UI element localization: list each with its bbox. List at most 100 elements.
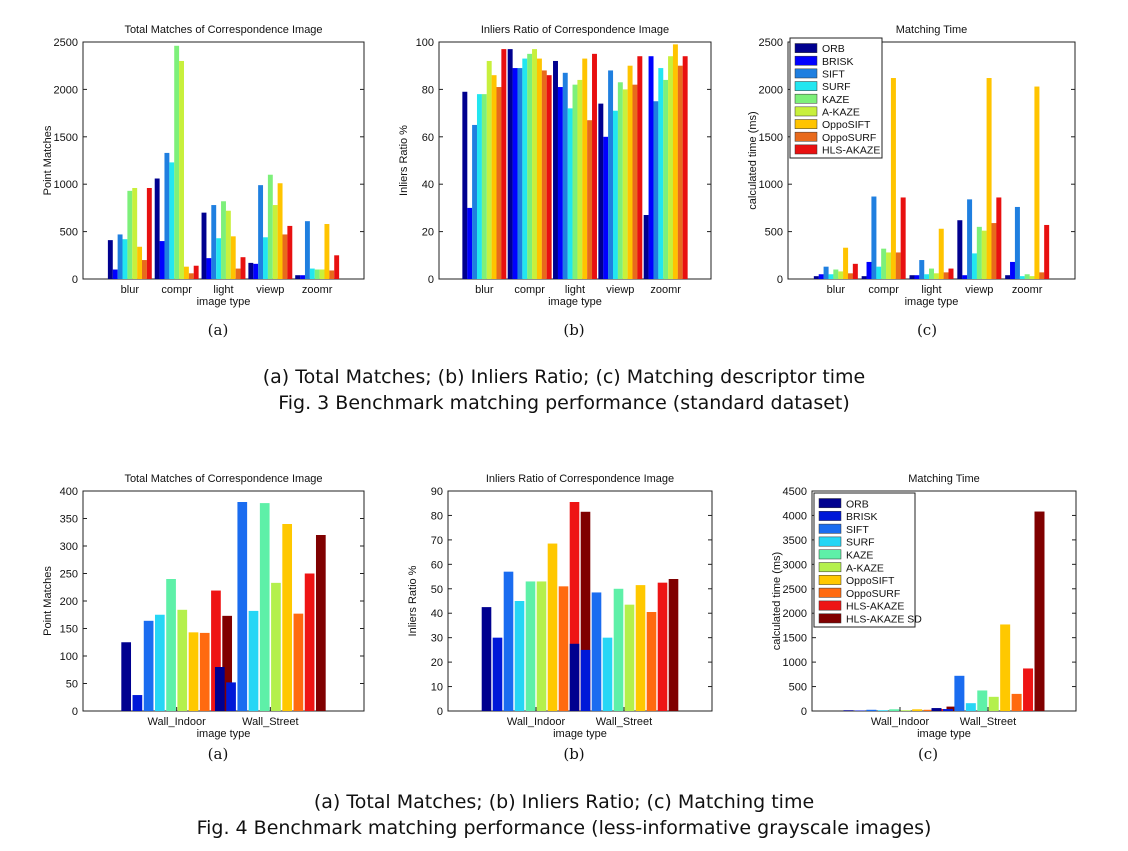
- f3b-bar-opposurf-compr: [541, 70, 547, 279]
- f3b-bar-sift-blur: [472, 124, 478, 279]
- f3c-bar-orb-zoomr: [1005, 275, 1011, 279]
- f3a-xlabel: image type: [197, 296, 251, 308]
- f4c-ytick-label: 2000: [783, 608, 807, 620]
- f3c-bar-opposurf-zoomr: [1039, 272, 1045, 279]
- f3b-xtick-label: zoomr: [650, 284, 681, 296]
- f3c-ytick-label: 1000: [759, 179, 783, 191]
- f3c-legend-label-opposift: OppoSIFT: [822, 119, 871, 131]
- f3b-bar-hls-akaze-blur: [501, 49, 507, 279]
- f4c-legend-label-surf: SURF: [846, 537, 875, 549]
- f3b-bar-brisk-zoomr: [648, 56, 654, 279]
- f3c-bar-brisk-compr: [866, 261, 872, 279]
- f3b-ylabel: Inliers Ratio %: [398, 125, 410, 196]
- f3a-bar-opposift-compr: [183, 266, 189, 279]
- f4c-bar-surf-wall_street: [965, 703, 976, 711]
- f3a-bar-orb-viewp: [248, 262, 254, 279]
- f3c-bar-a-kaze-zoomr: [1029, 276, 1035, 279]
- f4c-legend-swatch-brisk: [818, 511, 842, 521]
- f4b-bar-orb-wall_indoor: [481, 607, 492, 711]
- f4b-xlabel: image type: [553, 728, 607, 740]
- f4c-legend-swatch-opposurf: [818, 587, 842, 598]
- fig4-caption-line2: Fig. 4 Benchmark matching performance (l…: [196, 817, 932, 839]
- f3b-ytick-label: 20: [422, 227, 434, 239]
- f3c-xtick-label: zoomr: [1012, 284, 1043, 296]
- f3a-bar-surf-zoomr: [309, 268, 315, 279]
- f3c-legend-swatch-opposift: [794, 119, 818, 129]
- f4c-bar-hls-akaze-sd-wall_indoor: [946, 706, 957, 711]
- f4c-legend-label-orb: ORB: [846, 498, 869, 510]
- f3b-ytick-label: 40: [422, 179, 434, 191]
- f3c-legend-label-sift: SIFT: [822, 69, 845, 81]
- fig3-caption-line2: Fig. 3 Benchmark matching performance (s…: [278, 392, 850, 414]
- f4c-legend-label-hls-akaze: HLS-AKAZE: [846, 601, 904, 613]
- f4c-ytick-label: 1000: [783, 657, 807, 669]
- f3a-xtick-label: zoomr: [302, 284, 333, 296]
- f4c-bar-sift-wall_street: [954, 675, 965, 711]
- f3a-xtick-label: blur: [121, 284, 140, 296]
- f4a-title: Total Matches of Correspondence Image: [124, 473, 322, 485]
- f4b-bar-surf-wall_indoor: [514, 601, 525, 711]
- f4b-bar-brisk-wall_street: [580, 649, 591, 711]
- f3b-ytick-label: 0: [428, 274, 434, 286]
- f4c-xtick-label: Wall_Street: [960, 716, 1016, 728]
- f3a-bar-sift-viewp: [258, 185, 264, 279]
- f3b-bar-a-kaze-compr: [532, 49, 538, 279]
- f3a-bar-hls-akaze-light: [240, 257, 246, 279]
- f4c-legend-swatch-hls-akaze-sd: [818, 613, 842, 624]
- f4c-legend-swatch-sift: [818, 523, 842, 534]
- f3b-bar-orb-zoomr: [643, 215, 649, 279]
- f4a-bar-orb-wall_street: [214, 667, 225, 711]
- f3a-bar-opposurf-viewp: [282, 234, 288, 279]
- f4c-ytick-label: 2500: [783, 584, 807, 596]
- f3b-bar-hls-akaze-compr: [546, 75, 552, 280]
- f4b-bar-brisk-wall_indoor: [492, 637, 503, 711]
- f4a-ylabel: Point Matches: [42, 566, 54, 636]
- f3b-xtick-label: compr: [514, 284, 545, 296]
- f4c-ytick-label: 3000: [783, 559, 807, 571]
- f3c-bar-opposurf-compr: [895, 252, 901, 279]
- f3c-ytick-label: 500: [765, 227, 783, 239]
- f3b-bar-sift-light: [562, 72, 568, 279]
- f4a-bar-opposift-wall_indoor: [188, 632, 199, 711]
- f3c-bar-orb-light: [909, 275, 915, 279]
- f4c-bar-hls-akaze-wall_street: [1023, 668, 1034, 711]
- f4c-bar-brisk-wall_indoor: [854, 710, 865, 712]
- f4a-xtick-label: Wall_Street: [242, 716, 298, 728]
- f3c-bar-brisk-zoomr: [1010, 261, 1016, 279]
- f3b-ytick-label: 60: [422, 132, 434, 144]
- f3a-bar-sift-blur: [117, 234, 123, 279]
- f4a-bar-surf-wall_indoor: [154, 614, 165, 711]
- f3b-ytick-label: 80: [422, 84, 434, 96]
- f4c-ytick-label: 4500: [783, 486, 807, 498]
- f3b-bar-surf-zoomr: [658, 68, 664, 279]
- f3c-bar-brisk-light: [914, 275, 920, 279]
- f3c-bar-kaze-viewp: [976, 226, 982, 279]
- f4c-legend-swatch-hls-akaze: [818, 600, 842, 611]
- f3b-bar-kaze-viewp: [617, 82, 623, 279]
- f3a-bar-hls-akaze-compr: [193, 265, 199, 279]
- f3b-bar-a-kaze-viewp: [622, 89, 628, 280]
- f3c-ytick-label: 2000: [759, 84, 783, 96]
- f4c-bar-opposift-wall_indoor: [912, 709, 923, 711]
- f3c-legend-swatch-brisk: [794, 55, 818, 66]
- f4c-title: Matching Time: [908, 473, 980, 485]
- f3b-bar-brisk-compr: [512, 68, 518, 279]
- f3a-bar-hls-akaze-zoomr: [334, 255, 340, 279]
- f3a-bar-brisk-zoomr: [300, 275, 305, 279]
- f4a-ytick-label: 150: [60, 624, 78, 636]
- f3c-ytick-label: 2500: [759, 37, 783, 49]
- f3c-bar-a-kaze-light: [933, 273, 939, 279]
- f3b-bar-a-kaze-zoomr: [668, 56, 674, 279]
- f4c-legend-label-brisk: BRISK: [846, 511, 878, 523]
- f3b-bar-opposurf-zoomr: [677, 65, 683, 279]
- f3a-bar-opposurf-blur: [142, 260, 147, 279]
- fig4-caption-line1: (a) Total Matches; (b) Inliers Ratio; (c…: [313, 791, 815, 813]
- f4c-legend-label-kaze: KAZE: [846, 550, 873, 562]
- f3a-bar-kaze-zoomr: [314, 269, 320, 279]
- f3a-bar-surf-compr: [169, 162, 175, 279]
- f3c-bar-surf-light: [924, 274, 930, 279]
- f3b-bar-surf-viewp: [612, 110, 618, 279]
- f4a-ytick-label: 100: [60, 651, 78, 663]
- f3c-legend-swatch-hls-akaze: [794, 144, 818, 155]
